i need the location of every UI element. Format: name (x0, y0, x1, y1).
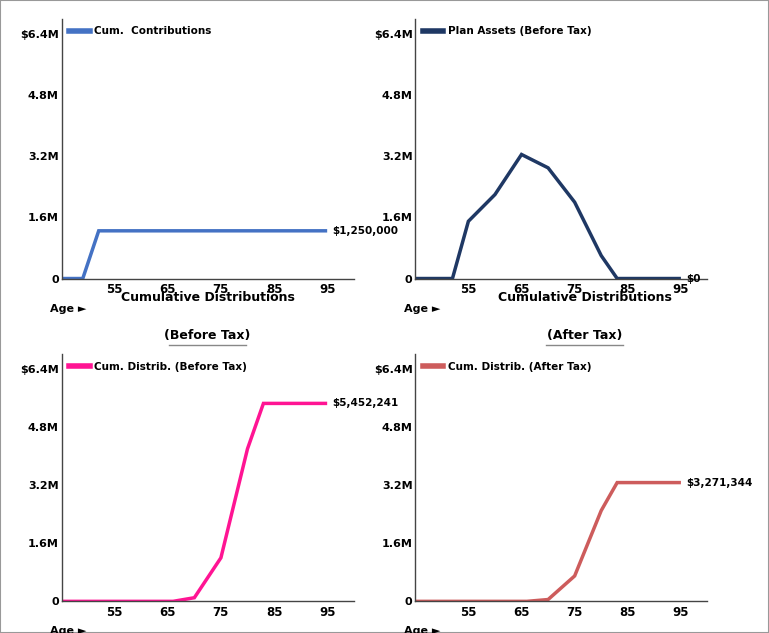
Text: $0: $0 (686, 273, 701, 284)
Legend: Plan Assets (Before Tax): Plan Assets (Before Tax) (421, 24, 593, 39)
Text: Age ►: Age ► (404, 304, 440, 315)
Text: Cumulative Distributions: Cumulative Distributions (498, 291, 671, 304)
Text: Age ►: Age ► (50, 304, 86, 315)
Text: (Before Tax): (Before Tax) (165, 329, 251, 342)
Text: Age ►: Age ► (404, 626, 440, 633)
Legend: Cum. Distrib. (Before Tax): Cum. Distrib. (Before Tax) (67, 360, 248, 374)
Text: (After Tax): (After Tax) (547, 329, 622, 342)
Legend: Cum.  Contributions: Cum. Contributions (67, 24, 213, 39)
Legend: Cum. Distrib. (After Tax): Cum. Distrib. (After Tax) (421, 360, 593, 374)
Text: $1,250,000: $1,250,000 (332, 226, 398, 236)
Text: Age ►: Age ► (50, 626, 86, 633)
Text: Cumulative Distributions: Cumulative Distributions (121, 291, 295, 304)
Text: $5,452,241: $5,452,241 (332, 398, 399, 408)
Text: $3,271,344: $3,271,344 (686, 477, 753, 487)
